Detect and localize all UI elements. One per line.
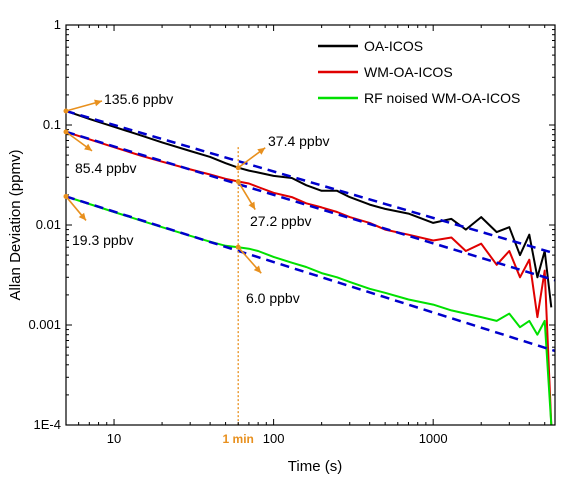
annotation-anchor-2 <box>63 193 69 199</box>
axes: 10 100 1000 1 0.1 0.01 0.001 1E-4 1 min <box>28 17 555 446</box>
annotation-85-4: 85.4 ppbv <box>75 160 137 176</box>
fit-line-2 <box>66 195 555 353</box>
plot-area <box>66 109 555 425</box>
x-tick-label: 10 <box>107 431 121 446</box>
y-tick-label: 1E-4 <box>34 417 61 432</box>
legend-label-1: WM-OA-ICOS <box>364 64 453 80</box>
arrow-85-4-head <box>84 143 92 151</box>
y-tick-label: 0.01 <box>36 217 61 232</box>
legend-label-2: RF noised WM-OA-ICOS <box>364 90 520 106</box>
annotation-27-2: 27.2 ppbv <box>250 213 312 229</box>
arrow-37-4-head <box>257 147 266 155</box>
fit-line-1 <box>66 130 555 282</box>
annotation-anchor-1 <box>63 129 69 135</box>
one-minute-marker-label: 1 min <box>223 432 254 446</box>
annotation-19-3: 19.3 ppbv <box>72 232 134 248</box>
x-tick-label: 1000 <box>419 431 448 446</box>
fit-line-0 <box>66 109 555 255</box>
y-tick-label: 0.1 <box>43 117 61 132</box>
annotation-anchor-5 <box>235 244 241 250</box>
annotations: 135.6 ppbv 85.4 ppbv 19.3 ppbv 37.4 ppbv 27.… <box>63 91 330 306</box>
series-line-2 <box>66 195 553 425</box>
y-axis-title: Allan Deviation (ppmv) <box>7 150 24 301</box>
x-tick-label: 100 <box>263 431 285 446</box>
arrow-19-3-head <box>78 212 86 221</box>
annotation-37-4: 37.4 ppbv <box>268 133 330 149</box>
arrow-27-2-head <box>248 201 256 210</box>
annotation-anchor-3 <box>235 165 241 171</box>
y-tick-label: 0.001 <box>28 317 61 332</box>
annotation-6-0: 6.0 ppbv <box>246 290 300 306</box>
y-tick-label: 1 <box>54 17 61 32</box>
annotation-anchor-0 <box>63 108 69 114</box>
legend: OA-ICOS WM-OA-ICOS RF noised WM-OA-ICOS <box>318 38 520 106</box>
annotation-135-6: 135.6 ppbv <box>104 91 173 107</box>
series-line-0 <box>66 110 553 308</box>
series-line-1 <box>66 130 553 425</box>
plot-clipped-group <box>66 109 555 425</box>
arrow-6-0-head <box>253 265 262 274</box>
x-axis-title: Time (s) <box>288 458 342 475</box>
legend-label-0: OA-ICOS <box>364 38 423 54</box>
arrow-135-6-head <box>94 99 102 107</box>
annotation-anchor-4 <box>235 179 241 185</box>
